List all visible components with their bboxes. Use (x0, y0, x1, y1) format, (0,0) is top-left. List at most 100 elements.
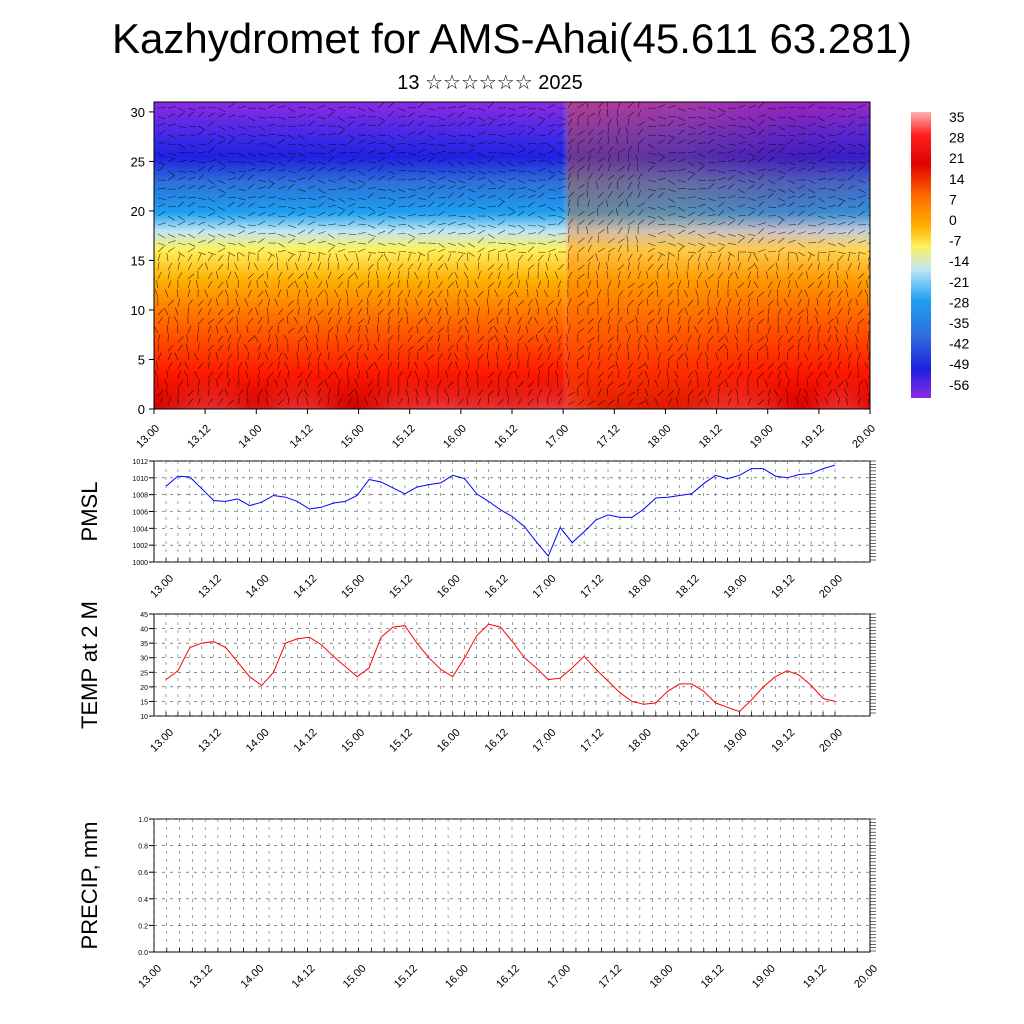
wind-barb (847, 215, 856, 219)
wind-barb (187, 107, 196, 111)
wind-barb (737, 134, 746, 139)
wind-barb (567, 307, 569, 316)
wind-barb (677, 344, 683, 352)
wind-barb (494, 289, 499, 298)
wind-barb (387, 161, 396, 166)
wind-barb (717, 361, 723, 370)
wind-barb (567, 245, 573, 253)
wind-barb (507, 371, 513, 379)
wind-barb (537, 116, 546, 120)
wind-barb (817, 238, 826, 244)
wind-barb (687, 140, 696, 145)
wind-barb (586, 102, 589, 109)
wind-barb (677, 188, 686, 190)
wind-barb (247, 253, 250, 262)
wind-barb (447, 179, 456, 184)
wind-barb (646, 271, 649, 280)
wind-barb (437, 242, 445, 248)
wind-barb (334, 289, 339, 298)
wind-barb (607, 181, 613, 190)
wind-barb (747, 224, 756, 228)
wind-barb (615, 361, 619, 370)
wind-barb (687, 334, 692, 343)
wind-barb (436, 397, 439, 406)
wind-barb (617, 280, 621, 289)
wind-barb (727, 206, 736, 212)
wind-barb (537, 167, 546, 172)
wind-barb (417, 345, 425, 352)
wind-barb (817, 343, 820, 352)
wind-barb (847, 251, 856, 255)
wind-barb (477, 170, 486, 175)
wind-barb (407, 152, 416, 156)
wind-barb (407, 214, 416, 217)
wind-barb (215, 325, 219, 334)
wind-barb (257, 232, 266, 235)
wind-barb (777, 161, 786, 165)
wind-barb (237, 251, 245, 257)
wind-barb (237, 242, 246, 248)
wind-barb (704, 280, 709, 289)
wind-barb (497, 343, 500, 352)
y-tick-label: 35 (140, 641, 148, 648)
wind-barb (546, 307, 549, 316)
wind-barb (327, 326, 334, 334)
wind-barb (157, 343, 160, 352)
wind-barb (757, 345, 765, 352)
wind-barb (157, 203, 166, 208)
wind-barb (397, 188, 406, 193)
colorbar-label: 14 (949, 171, 965, 187)
wind-barb (257, 220, 266, 226)
wind-barb (177, 370, 181, 379)
wind-barb (637, 371, 643, 379)
wind-barb (387, 251, 396, 254)
wind-barb (707, 335, 714, 343)
wind-barb (537, 327, 544, 334)
wind-barb (667, 282, 675, 289)
wind-barb (717, 336, 725, 343)
wind-barb (597, 234, 599, 244)
wind-barb (337, 161, 346, 165)
wind-barb (297, 229, 306, 235)
wind-barb (767, 224, 776, 228)
wind-barb (627, 254, 633, 262)
wind-barb (717, 388, 720, 397)
wind-barb (357, 282, 365, 289)
wind-barb (367, 124, 376, 127)
y-tick-label: 1012 (132, 459, 148, 466)
wind-barb (597, 262, 601, 271)
wind-barb (387, 228, 395, 235)
wind-barb (487, 102, 494, 109)
wind-barb (307, 352, 312, 361)
wind-barb (257, 186, 266, 190)
wind-barb (287, 251, 296, 256)
wind-barb (323, 361, 329, 370)
wind-barb (227, 134, 236, 139)
wind-barb (417, 280, 423, 289)
wind-barb (387, 343, 390, 352)
wind-barb (367, 289, 373, 298)
wind-barb (377, 219, 385, 226)
wind-barb (647, 254, 654, 262)
wind-barb (807, 188, 815, 194)
wind-barb (747, 179, 756, 184)
wind-barb (777, 231, 786, 235)
wind-barb (667, 390, 674, 397)
wind-barb (775, 271, 779, 280)
wind-barb (587, 244, 592, 253)
wind-barb (327, 223, 336, 226)
wind-barb (697, 309, 704, 316)
x-tick-label: 18.00 (646, 423, 674, 451)
wind-barb (687, 196, 696, 199)
wind-barb (797, 309, 805, 316)
y-tick-label: 25 (140, 670, 148, 677)
wind-barb (717, 397, 719, 406)
wind-barb (215, 271, 219, 280)
wind-barb (177, 242, 186, 246)
wind-barb (817, 197, 825, 203)
wind-barb (267, 152, 276, 155)
wind-barb (717, 201, 725, 208)
wind-barb (547, 352, 551, 361)
wind-barb (827, 232, 836, 235)
wind-barb (687, 325, 690, 334)
